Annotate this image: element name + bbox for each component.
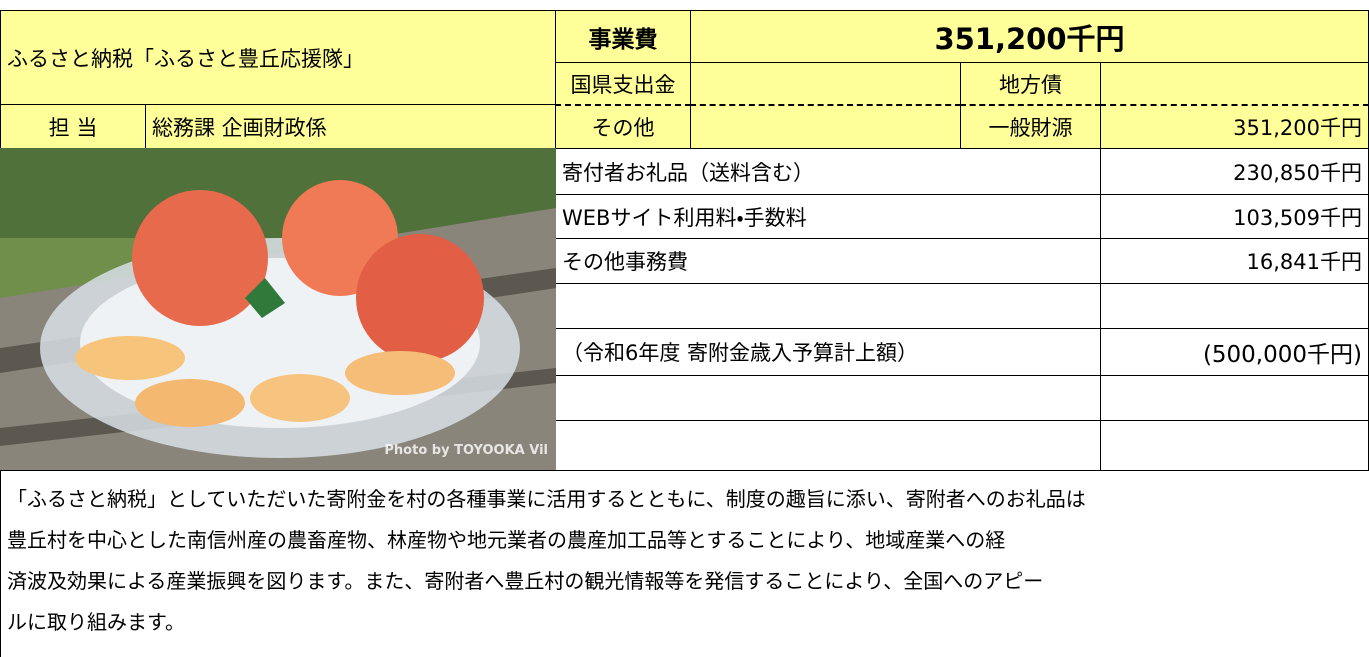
cost-total: 351,200千円 [690,10,1369,63]
empty-cell [555,283,1101,329]
funding-label: 地方債 [960,62,1101,105]
peach-slice [250,374,350,422]
empty-cell [555,375,1101,421]
photo: Photo by TOYOOKA Vil [0,148,556,471]
photo-credit: Photo by TOYOOKA Vil [384,443,548,458]
funding-label: 一般財源 [960,104,1101,149]
empty-cell [555,420,1101,471]
breakdown-amount: 103,509千円 [1100,194,1369,239]
breakdown-amount: 16,841千円 [1100,238,1369,284]
empty-cell [1100,420,1369,471]
empty-cell [1100,283,1369,329]
description-line: 「ふるさと納税」としていただいた寄附金を村の各種事業に活用するとともに、制度の趣… [7,487,1086,511]
breakdown-amount: 230,850千円 [1100,148,1369,195]
peach [356,234,484,362]
description-line: 済波及効果による産業振興を図ります。また、寄附者へ豊丘村の観光情報等を発信するこ… [7,569,1044,593]
cost-label: 事業費 [555,10,691,63]
breakdown-item: その他事務費 [555,238,1101,284]
breakdown-item: 寄付者お礼品（送料含む） [555,148,1101,195]
note-amount: (500,000千円) [1100,328,1369,376]
note-item: （令和6年度 寄附金歳入予算計上額） [555,328,1101,376]
description-line: ルに取り組みます。 [7,610,185,634]
assignee-label: 担 当 [0,104,146,149]
funding-value: 351,200千円 [1100,104,1369,149]
description: 「ふるさと納税」としていただいた寄附金を村の各種事業に活用するとともに、制度の趣… [0,470,1369,657]
peach-slice [75,336,185,380]
funding-value [1100,62,1369,105]
funding-value [690,104,961,149]
mint [245,278,285,318]
description-line: 豊丘村を中心とした南信州産の農畜産物、林産物や地元業者の農産加工品等とすることに… [7,528,1006,552]
title: ふるさと納税「ふるさと豊丘応援隊」 [0,10,556,105]
peach [132,190,268,326]
breakdown-item: WEBサイト利用料・手数料 [555,194,1101,239]
funding-value [690,62,961,105]
funding-label: 国県支出金 [555,62,691,105]
peach-slice [135,379,245,427]
department: 総務課 企画財政係 [145,104,556,149]
funding-label: その他 [555,104,691,149]
peach-slice [345,351,455,395]
empty-cell [1100,375,1369,421]
